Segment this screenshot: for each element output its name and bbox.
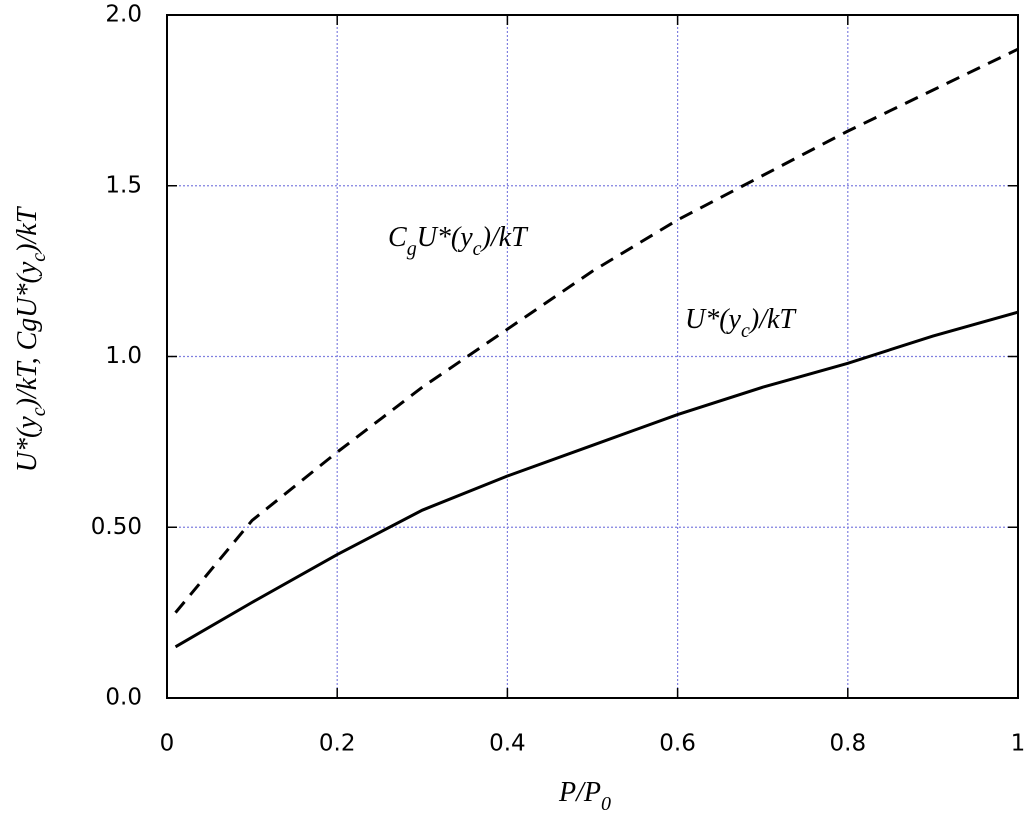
series-line xyxy=(174,310,1019,649)
curve-label-part: c xyxy=(473,238,482,260)
x-tick-label: 0.2 xyxy=(319,731,356,757)
curve-label-part: g xyxy=(407,238,417,260)
curve-label: CgU*(yc)/kT xyxy=(388,222,529,259)
curve-label-part: C xyxy=(388,222,407,253)
y-tick-label: 0.50 xyxy=(91,514,142,540)
series-line xyxy=(174,47,1019,614)
x-axis-label-part: P/P xyxy=(558,777,601,808)
y-axis-label: U*(yc)/kT, CgU*(yc)/kT xyxy=(12,205,49,472)
x-tick-label: 0 xyxy=(160,731,175,757)
plot-frame xyxy=(166,14,1019,699)
curve-label-part: c xyxy=(741,320,750,342)
y-tick-label: 1.0 xyxy=(105,343,142,369)
x-tick-label: 0.6 xyxy=(659,731,696,757)
y-axis-label-part: c xyxy=(28,407,50,416)
y-axis-label-part: )/kT xyxy=(12,205,43,255)
curve-label-part: )/kT xyxy=(748,304,798,335)
x-tick-label: 1 xyxy=(1011,731,1024,757)
curve-label: U*(yc)/kT xyxy=(685,304,797,341)
x-axis-label-part: 0 xyxy=(601,793,611,815)
y-tick-label: 1.5 xyxy=(105,172,142,198)
x-tick-label: 0.8 xyxy=(830,731,867,757)
y-axis-label-part: U*(y xyxy=(12,416,43,473)
y-axis-label-part: )/kT, CgU*(y xyxy=(12,261,43,409)
curve-label-part: )/kT xyxy=(480,222,530,253)
x-axis-label: P/P0 xyxy=(558,777,611,814)
y-tick-label: 0.0 xyxy=(105,685,142,711)
curve-label-part: U*(y xyxy=(685,304,742,335)
y-axis-label-part: c xyxy=(28,253,50,262)
y-tick-label: 2.0 xyxy=(105,2,142,28)
x-tick-label: 0.4 xyxy=(489,731,526,757)
curve-label-part: U*(y xyxy=(417,222,474,253)
